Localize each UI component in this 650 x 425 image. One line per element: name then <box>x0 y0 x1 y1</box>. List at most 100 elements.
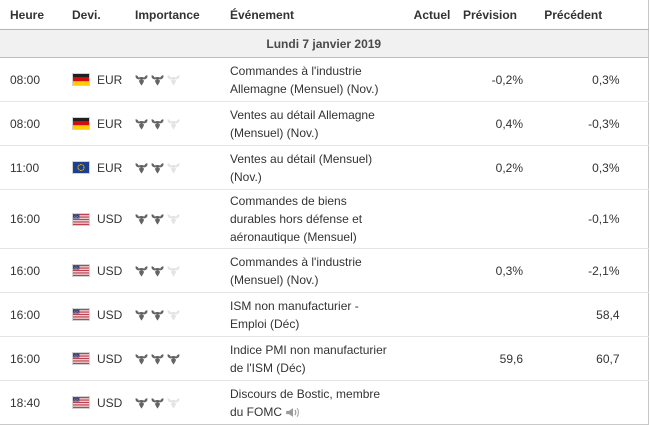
currency-wrap: USD <box>72 308 125 322</box>
bull-icon <box>135 214 148 225</box>
actual-value <box>410 145 456 190</box>
event-time: 16:00 <box>0 336 62 381</box>
bull-icon <box>167 214 180 225</box>
us-flag-icon <box>72 264 90 277</box>
actual-value <box>410 189 456 249</box>
currency-wrap: USD <box>72 212 125 226</box>
bull-icon <box>167 74 180 86</box>
germany-flag-icon <box>72 117 90 130</box>
event-row: 16:00 USD ISM non manufacturier - Emploi (… <box>0 292 648 337</box>
currency-code: USD <box>97 351 123 366</box>
date-group-row: Lundi 7 janvier 2019 <box>0 29 648 58</box>
event-row: 16:00 USD Commandes de biens durables hors… <box>0 189 648 249</box>
event-cell: Commandes de biens durables hors défense… <box>219 189 410 249</box>
currency-cell: EUR <box>62 101 126 146</box>
importance-rating <box>126 336 219 381</box>
event-cell: Indice PMI non manufacturier de l'ISM (D… <box>219 336 410 381</box>
bull-icon <box>167 265 180 277</box>
previous-value: 0,3% <box>526 145 648 190</box>
event-link[interactable]: Discours de Bostic, membre du FOMC <box>230 386 381 419</box>
event-row: 08:00 EUR Commandes à l'industrie Allemagn… <box>0 57 648 102</box>
us-flag-icon <box>72 212 90 226</box>
bull-icon <box>135 265 148 277</box>
currency-wrap: USD <box>72 264 125 278</box>
forecast-value: 0,3% <box>456 248 526 293</box>
importance-rating <box>126 292 219 337</box>
actual-value <box>410 248 456 293</box>
column-header-evenement: Événement <box>219 0 410 30</box>
actual-value <box>410 101 456 146</box>
bull-icon <box>151 118 164 130</box>
previous-value: -0,1% <box>526 189 648 249</box>
calendar-body: Lundi 7 janvier 2019 08:00 EUR Commandes à… <box>0 29 648 425</box>
currency-cell: EUR <box>62 57 126 102</box>
bull-icon <box>151 309 164 321</box>
event-cell: Commandes à l'industrie Allemagne (Mensu… <box>219 57 410 102</box>
event-row: 11:00 EUR Ventes au détail (Mensuel) (Nov.… <box>0 145 648 190</box>
forecast-value <box>456 380 526 425</box>
currency-code: USD <box>97 263 123 278</box>
bull-icon <box>167 118 180 130</box>
currency-cell: EUR <box>62 145 126 190</box>
bull-icon <box>151 214 164 225</box>
event-time: 16:00 <box>0 292 62 337</box>
importance-rating <box>126 57 219 102</box>
forecast-value <box>456 189 526 249</box>
event-link[interactable]: Ventes au détail (Mensuel) (Nov.) <box>230 151 373 184</box>
bull-icon <box>135 353 148 365</box>
currency-wrap: EUR <box>72 161 125 175</box>
event-link[interactable]: Commandes de biens durables hors défense… <box>230 194 363 244</box>
bull-icon <box>151 397 164 409</box>
importance-rating <box>126 101 219 146</box>
event-row: 08:00 EUR Ventes au détail Allemagne (Mens… <box>0 101 648 146</box>
currency-wrap: EUR <box>72 117 125 131</box>
column-header-prevision: Prévision <box>456 0 526 30</box>
event-link[interactable]: Commandes à l'industrie Allemagne (Mensu… <box>230 63 379 96</box>
event-link[interactable]: Commandes à l'industrie (Mensuel) (Nov.) <box>230 254 362 287</box>
forecast-value: 0,4% <box>456 101 526 146</box>
previous-value: -2,1% <box>526 248 648 293</box>
bull-icon <box>167 353 180 365</box>
bull-icon <box>135 118 148 130</box>
actual-value <box>410 57 456 102</box>
date-group-label: Lundi 7 janvier 2019 <box>0 29 648 58</box>
currency-cell: USD <box>62 248 126 293</box>
bull-icon <box>135 397 148 409</box>
previous-value: -0,3% <box>526 101 648 146</box>
actual-value <box>410 292 456 337</box>
forecast-value: -0,2% <box>456 57 526 102</box>
us-flag-icon <box>72 308 90 321</box>
germany-flag-icon <box>72 73 90 86</box>
column-header-importance: Importance <box>126 0 219 30</box>
currency-code: EUR <box>97 160 123 175</box>
event-cell: Ventes au détail Allemagne (Mensuel) (No… <box>219 101 410 146</box>
event-time: 16:00 <box>0 248 62 293</box>
event-link[interactable]: Indice PMI non manufacturier de l'ISM (D… <box>230 342 387 375</box>
actual-value <box>410 380 456 425</box>
event-row: 16:00 USD Commandes à l'industrie (Mensuel… <box>0 248 648 293</box>
forecast-value: 0,2% <box>456 145 526 190</box>
us-flag-icon <box>72 352 90 365</box>
previous-value: 58,4 <box>526 292 648 337</box>
column-header-heure: Heure <box>0 0 62 30</box>
bull-icon <box>167 162 180 174</box>
currency-wrap: USD <box>72 352 125 366</box>
importance-rating <box>126 189 219 249</box>
event-row: 18:40 USD Discours de Bostic, membre du FO… <box>0 380 648 425</box>
bull-icon <box>167 397 180 409</box>
event-time: 18:40 <box>0 380 62 425</box>
bull-icon <box>167 309 180 321</box>
currency-code: EUR <box>97 116 123 131</box>
speaker-icon <box>286 407 299 417</box>
bull-icon <box>135 162 148 174</box>
event-time: 08:00 <box>0 101 62 146</box>
event-link[interactable]: ISM non manufacturier - Emploi (Déc) <box>230 298 359 331</box>
event-link[interactable]: Ventes au détail Allemagne (Mensuel) (No… <box>230 107 375 140</box>
importance-rating <box>126 248 219 293</box>
us-flag-icon <box>72 396 90 409</box>
currency-code: USD <box>97 395 123 410</box>
column-header-devise: Devi. <box>62 0 126 30</box>
event-time: 11:00 <box>0 145 62 190</box>
previous-value <box>526 380 648 425</box>
